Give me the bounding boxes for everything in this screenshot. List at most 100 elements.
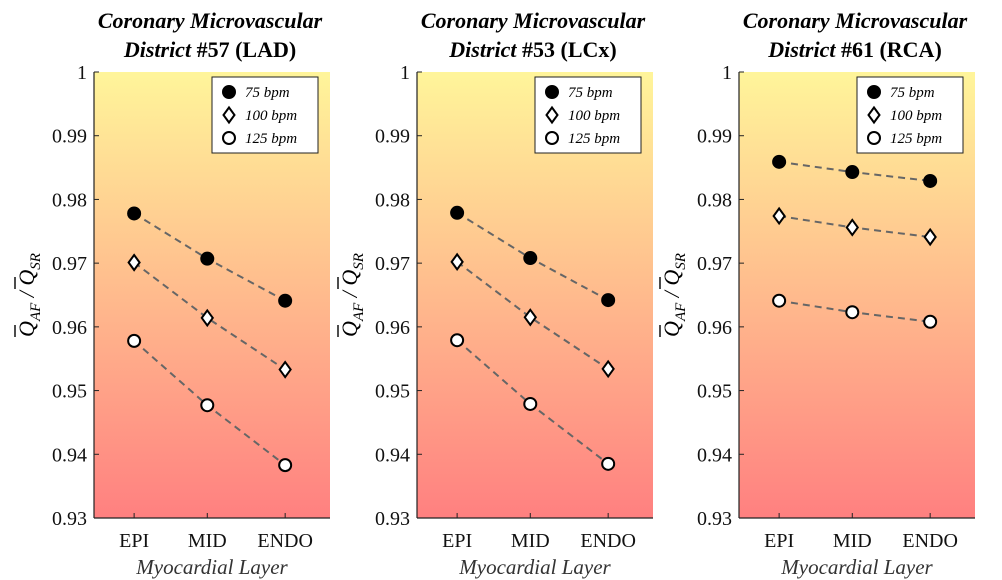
y-tick-label: 0.97 (375, 253, 410, 275)
data-point-75-bpm (278, 293, 293, 308)
legend-marker (222, 105, 236, 125)
y-tick-label: 0.97 (52, 253, 87, 275)
data-point-100-bpm (278, 360, 292, 379)
data-point-100-bpm (523, 308, 538, 327)
data-point-125-bpm (845, 305, 860, 320)
data-point-125-bpm (523, 396, 538, 411)
y-tick-label: 0.94 (375, 444, 410, 466)
y-tick-label: 0.98 (52, 189, 87, 211)
y-tick-label: 0.95 (697, 381, 732, 403)
chart-title: Coronary Microvascular (98, 8, 323, 33)
x-tick-label: ENDO (902, 530, 958, 552)
y-tick-label: 0.99 (52, 126, 87, 148)
legend-label: 100 bpm (890, 108, 942, 124)
y-tick-label: 0.98 (375, 189, 410, 211)
y-axis-label: QAF / QSR (337, 253, 367, 337)
y-tick-label: 1 (722, 62, 732, 84)
data-point-100-bpm (127, 253, 141, 272)
legend-marker (222, 131, 236, 145)
chart-panel-2: 0.93 0.94 0.95 0.96 0.97 0.98 0.99 1 EPI MID ENDO M… (337, 8, 653, 579)
x-tick-label: MID (511, 530, 550, 552)
y-tick-label: 1 (400, 62, 410, 84)
data-point-75-bpm (200, 251, 215, 266)
legend-label: 100 bpm (568, 108, 620, 124)
series-line-100-bpm (133, 261, 286, 371)
y-axis-label: QAF / QSR (14, 253, 44, 337)
data-point-75-bpm (601, 293, 616, 308)
data-point-75-bpm (845, 165, 860, 180)
legend-label: 125 bpm (890, 131, 942, 147)
y-tick-label: 0.93 (697, 508, 732, 530)
legend-marker (545, 131, 559, 145)
y-tick-label: 0.99 (697, 126, 732, 148)
y-tick-label: 0.98 (697, 189, 732, 211)
data-point-100-bpm (923, 227, 937, 247)
svg-text:QAF / QSR: QAF / QSR (14, 253, 44, 337)
y-axis-label: QAF / QSR (659, 253, 689, 337)
x-tick-label: ENDO (580, 530, 636, 552)
x-axis-label: Myocardial Layer (135, 555, 288, 579)
data-point-125-bpm (772, 293, 787, 308)
y-tick-label: 0.93 (52, 508, 87, 530)
x-tick-label: EPI (119, 530, 149, 552)
legend: 75 bpm 100 bpm 125 bpm (856, 76, 964, 154)
legend-marker (222, 85, 236, 99)
chart-subtitle: District #61 (RCA) (767, 37, 942, 62)
legend-label: 75 bpm (245, 85, 290, 101)
legend: 75 bpm 100 bpm 125 bpm (534, 76, 642, 154)
y-tick-label: 0.97 (697, 253, 732, 275)
legend-marker (545, 85, 559, 99)
data-point-100-bpm (772, 206, 786, 226)
data-point-75-bpm (772, 154, 787, 169)
data-point-125-bpm (923, 314, 938, 329)
legend-marker (867, 131, 881, 145)
y-tick-label: 0.93 (375, 508, 410, 530)
legend-label: 75 bpm (890, 85, 935, 101)
data-point-125-bpm (601, 456, 616, 471)
y-tick-label: 0.96 (52, 317, 87, 339)
x-axis-label: Myocardial Layer (458, 555, 611, 579)
legend-label: 125 bpm (568, 131, 620, 147)
data-point-125-bpm (200, 398, 215, 413)
legend: 75 bpm 100 bpm 125 bpm (211, 76, 319, 154)
chart-title: Coronary Microvascular (421, 8, 646, 33)
y-tick-label: 0.94 (697, 444, 732, 466)
legend-label: 75 bpm (568, 85, 613, 101)
data-point-100-bpm (845, 218, 860, 237)
legend-marker (867, 105, 881, 125)
data-point-100-bpm (450, 252, 464, 272)
series-line-100-bpm (456, 261, 609, 370)
y-tick-label: 0.96 (697, 317, 732, 339)
y-tick-label: 0.99 (375, 126, 410, 148)
legend-label: 100 bpm (245, 108, 297, 124)
svg-text:QAF / QSR: QAF / QSR (659, 253, 689, 337)
x-tick-label: EPI (764, 530, 794, 552)
data-point-100-bpm (200, 308, 215, 328)
y-tick-label: 0.95 (52, 381, 87, 403)
y-tick-label: 0.95 (375, 381, 410, 403)
data-point-75-bpm (523, 251, 538, 266)
svg-text:QAF / QSR: QAF / QSR (337, 253, 367, 337)
data-point-125-bpm (450, 333, 465, 348)
data-point-75-bpm (127, 206, 142, 221)
x-tick-label: MID (833, 530, 872, 552)
legend-marker (545, 105, 559, 125)
x-tick-label: MID (188, 530, 227, 552)
data-point-75-bpm (450, 205, 465, 220)
chart-panel-3: 0.93 0.94 0.95 0.96 0.97 0.98 0.99 1 EPI MID ENDO M… (659, 8, 975, 579)
y-tick-label: 0.94 (52, 444, 87, 466)
x-tick-label: ENDO (257, 530, 313, 552)
data-point-125-bpm (278, 458, 293, 473)
y-tick-label: 1 (77, 62, 87, 84)
legend-marker (867, 85, 881, 99)
chart-title: Coronary Microvascular (743, 8, 968, 33)
data-point-100-bpm (601, 359, 615, 379)
x-axis-label: Myocardial Layer (780, 555, 933, 579)
data-point-125-bpm (127, 333, 142, 348)
chart-subtitle: District #57 (LAD) (123, 37, 296, 62)
y-tick-label: 0.96 (375, 317, 410, 339)
x-tick-label: EPI (442, 530, 472, 552)
legend-label: 125 bpm (245, 131, 297, 147)
chart-panel-1: 0.93 0.94 0.95 0.96 0.97 0.98 0.99 1 EPI MID ENDO M… (14, 8, 330, 579)
